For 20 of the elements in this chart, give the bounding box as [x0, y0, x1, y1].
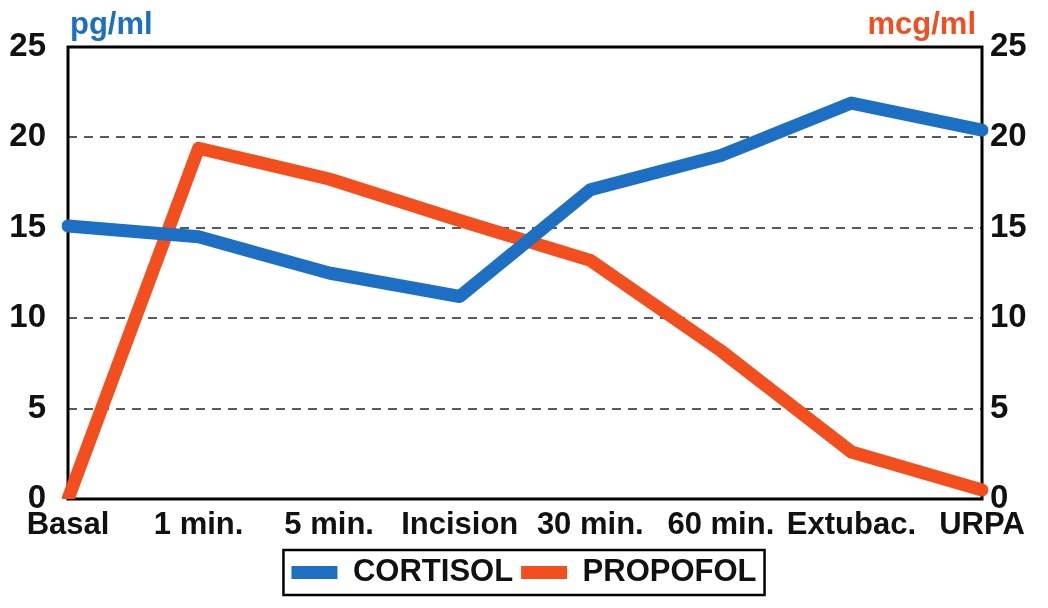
- y2-axis-title: mcg/ml: [867, 6, 976, 41]
- y2-tick-label: 20: [990, 116, 1027, 154]
- x-tick-label: 1 min.: [153, 506, 244, 542]
- legend-label: PROPOFOL: [582, 553, 757, 589]
- y-tick-label: 20: [9, 116, 46, 154]
- y-axis-title: pg/ml: [70, 6, 153, 41]
- x-tick-label: 5 min.: [284, 506, 374, 542]
- y2-tick-label: 25: [990, 26, 1027, 64]
- x-tick-label: 30 min.: [536, 506, 644, 542]
- x-tick-label: Extubac.: [786, 506, 917, 542]
- x-tick-label: Incision: [401, 506, 519, 542]
- y2-tick-label: 15: [990, 206, 1027, 244]
- y-tick-label: 15: [9, 206, 46, 244]
- x-tick-label: 60 min.: [667, 506, 775, 542]
- y2-tick-label: 5: [990, 387, 1009, 425]
- y-tick-label: 10: [9, 297, 46, 335]
- y-tick-label: 5: [27, 387, 46, 425]
- legend-label: CORTISOL: [352, 553, 514, 589]
- y2-tick-label: 10: [990, 297, 1027, 335]
- y-tick-label: 25: [9, 26, 46, 64]
